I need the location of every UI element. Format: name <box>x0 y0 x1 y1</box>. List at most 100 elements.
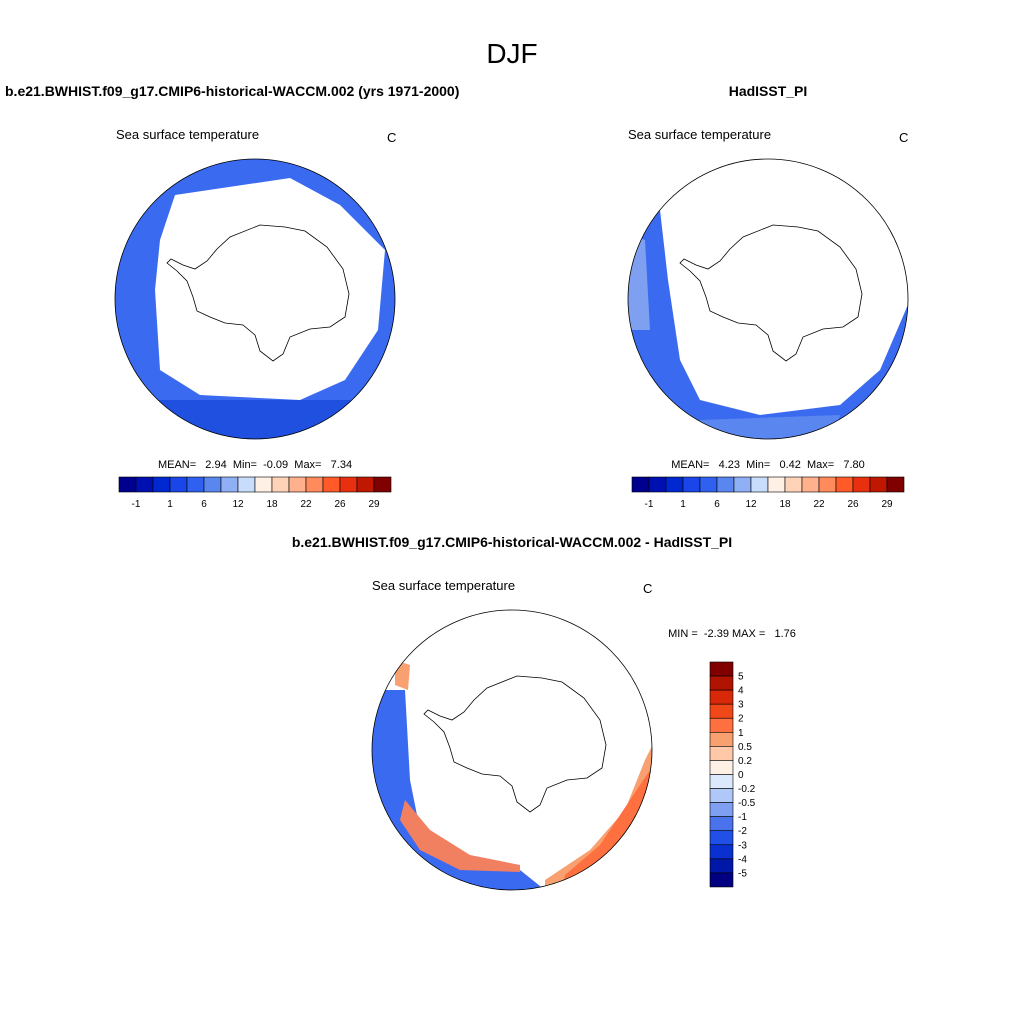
colorbar-box <box>709 746 734 761</box>
colorbar-box <box>220 476 239 493</box>
colorbar-box <box>886 476 905 493</box>
colorbar-box <box>237 476 256 493</box>
colorbar-label: 18 <box>266 499 278 510</box>
stats: MIN = -2.39 MAX = 1.76 <box>668 628 796 640</box>
map <box>628 200 908 439</box>
colorbar-box <box>709 872 734 888</box>
colorbar-box <box>254 476 273 493</box>
colorbar-box <box>709 661 734 677</box>
units-label: C <box>899 130 908 145</box>
colorbar-box <box>709 816 734 832</box>
colorbar-label: 6 <box>201 499 207 510</box>
colorbar: -1 1 6 12 18 22 26 29 <box>118 476 392 510</box>
colorbar-box <box>631 476 650 493</box>
colorbar-box <box>709 703 734 719</box>
colorbar-box <box>699 476 718 493</box>
colorbar-box <box>709 830 734 846</box>
colorbar-box <box>835 476 854 493</box>
variable-label: Sea surface temperature <box>628 127 771 142</box>
colorbar-label: 29 <box>881 499 893 510</box>
coastline <box>423 675 607 813</box>
colorbar-label: 22 <box>813 499 825 510</box>
colorbar-box <box>709 689 734 705</box>
colorbar-label: 22 <box>300 499 312 510</box>
colorbar-box <box>186 476 205 493</box>
colorbar-box <box>709 731 734 747</box>
colorbar-label: 6 <box>714 499 720 510</box>
colorbar-label: 1 <box>680 499 686 510</box>
colorbar-label: 0 <box>738 770 744 781</box>
colorbar-label: -0.2 <box>738 784 756 795</box>
colorbar-label: 1 <box>167 499 173 510</box>
colorbar-label: 12 <box>232 499 244 510</box>
colorbar-box <box>869 476 888 493</box>
colorbar-label: -2 <box>738 826 747 837</box>
colorbar-label: -5 <box>738 868 747 879</box>
colorbar-box <box>648 476 667 493</box>
colorbar-box <box>801 476 820 493</box>
colorbar-label: -1 <box>645 499 654 510</box>
variable-label: Sea surface temperature <box>372 578 515 593</box>
units-label: C <box>387 130 396 145</box>
units-label: C <box>643 581 652 596</box>
colorbar-box <box>750 476 769 493</box>
colorbar-box <box>305 476 324 493</box>
colorbar-label: 0.2 <box>738 756 752 767</box>
colorbar-box <box>169 476 188 493</box>
colorbar-box <box>818 476 837 493</box>
colorbar-box <box>665 476 684 493</box>
colorbar-box <box>709 760 734 775</box>
colorbar-box <box>709 788 734 803</box>
panel-title: b.e21.BWHIST.f09_g17.CMIP6-historical-WA… <box>292 534 732 550</box>
colorbar-label: 1 <box>738 728 744 739</box>
colorbar-box <box>271 476 290 493</box>
colorbar-box <box>203 476 222 493</box>
figure-title: DJF <box>486 38 537 69</box>
colorbar-label: 12 <box>745 499 757 510</box>
colorbar-label: 3 <box>738 700 744 711</box>
colorbar-label: 2 <box>738 714 744 725</box>
colorbar-box <box>709 858 734 874</box>
colorbar-box <box>288 476 307 493</box>
map-border <box>627 158 909 440</box>
colorbar-label: 5 <box>738 672 744 683</box>
map-border <box>114 158 396 440</box>
colorbar-label: 4 <box>738 686 744 697</box>
colorbar-box <box>118 476 137 493</box>
colorbar-box <box>733 476 752 493</box>
colorbar-box <box>682 476 701 493</box>
panel-title: HadISST_PI <box>729 83 808 99</box>
map-border <box>371 609 653 891</box>
colorbar-box <box>784 476 803 493</box>
colorbar-box <box>709 717 734 733</box>
colorbar-box <box>152 476 171 493</box>
colorbar-label: -4 <box>738 854 747 865</box>
stats: MEAN= 4.23 Min= 0.42 Max= 7.80 <box>671 459 865 471</box>
colorbar-box <box>356 476 375 493</box>
colorbar-label: 26 <box>334 499 346 510</box>
colorbar: 5 4 3 2 1 0.5 0.2 0 -0.2 -0.5 -1 -2 -3 -4 -5 <box>709 661 756 888</box>
colorbar-label: -3 <box>738 840 747 851</box>
coastline <box>679 224 863 362</box>
colorbar-box <box>767 476 786 493</box>
colorbar-label: 26 <box>847 499 859 510</box>
colorbar-label: 29 <box>368 499 380 510</box>
colorbar-box <box>339 476 358 493</box>
colorbar-box <box>709 675 734 691</box>
colorbar-label: 0.5 <box>738 742 752 753</box>
colorbar-label: -0.5 <box>738 798 756 809</box>
colorbar-label: -1 <box>132 499 141 510</box>
map <box>115 159 395 439</box>
colorbar-box <box>135 476 154 493</box>
colorbar-box <box>852 476 871 493</box>
stats: MEAN= 2.94 Min= -0.09 Max= 7.34 <box>158 459 352 471</box>
colorbar-box <box>716 476 735 493</box>
map <box>372 660 652 890</box>
colorbar: -1 1 6 12 18 22 26 29 <box>631 476 905 510</box>
colorbar-label: -1 <box>738 812 747 823</box>
colorbar-box <box>373 476 392 493</box>
colorbar-box <box>709 802 734 817</box>
colorbar-box <box>709 774 734 789</box>
variable-label: Sea surface temperature <box>116 127 259 142</box>
